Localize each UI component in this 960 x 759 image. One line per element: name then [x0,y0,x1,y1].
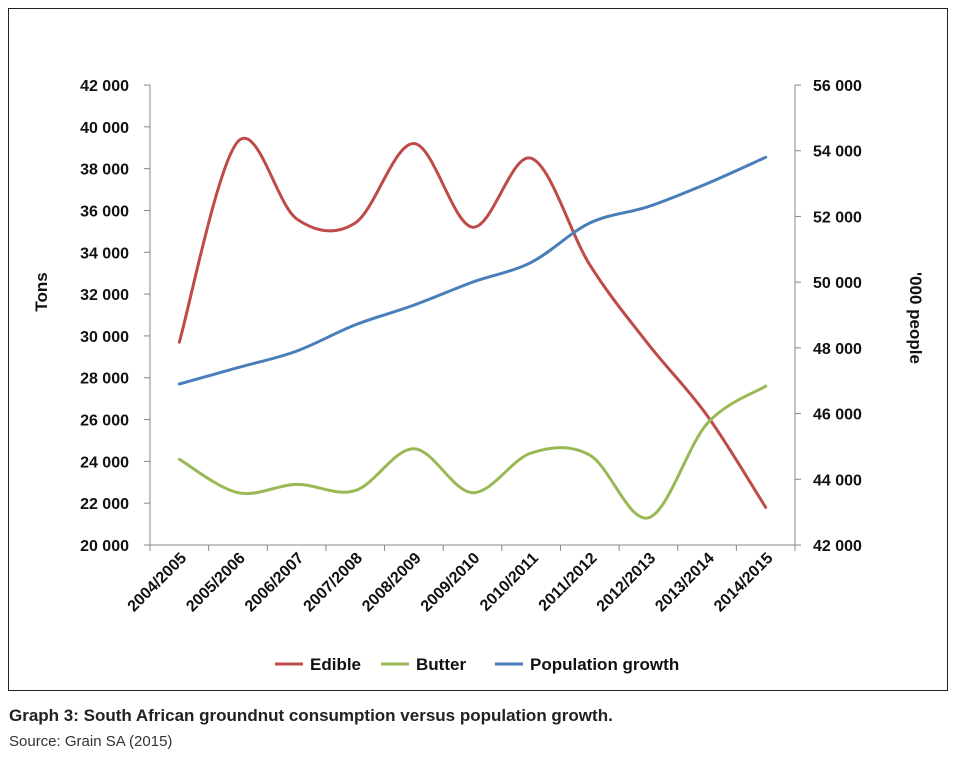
x-tick-label: 2009/2010 [418,550,484,616]
right-axis-ticks: 42 000 44 000 46 000 48 000 50 000 52 000 54 0… [795,78,862,555]
legend-label-population-growth: Population growth [530,655,679,674]
x-tick-label: 2006/2007 [242,550,308,616]
y2-tick-label: 50 000 [813,275,862,292]
x-tick-label: 2011/2012 [536,550,601,615]
x-tick-label: 2005/2006 [183,550,249,616]
chart: 20 000 22 000 24 000 26 000 28 000 30 000 32 0… [32,78,925,674]
y-tick-label: 32 000 [80,287,129,304]
chart-legend: Edible Butter Population growth [275,655,679,674]
x-tick-label: 2004/2005 [125,550,191,616]
y-tick-label: 20 000 [80,538,129,555]
x-tick-label: 2014/2015 [711,550,777,616]
legend-label-edible: Edible [310,655,361,674]
y2-tick-label: 54 000 [813,144,862,161]
chart-series [177,136,768,520]
left-axis-ticks: 20 000 22 000 24 000 26 000 28 000 30 000 32 0… [80,78,150,555]
chart-frame [8,8,948,691]
figure-source: Source: Grain SA (2015) [9,733,173,750]
y2-tick-label: 44 000 [813,472,862,489]
y-tick-label: 38 000 [80,162,129,179]
y-tick-label: 30 000 [80,329,129,346]
y2-tick-label: 48 000 [813,341,862,358]
legend-label-butter: Butter [416,655,466,674]
y-axis-title: Tons [32,272,51,311]
y2-tick-label: 42 000 [813,538,862,555]
chart-axes [149,85,796,546]
y-tick-label: 26 000 [80,413,129,430]
y2-tick-label: 46 000 [813,407,862,424]
series-line-edible [177,136,768,509]
y-tick-label: 24 000 [80,454,129,471]
x-tick-label: 2013/2014 [652,550,718,616]
series-line-butter [177,384,768,520]
series-line-population-growth [177,155,768,386]
x-tick-label: 2008/2009 [359,550,425,616]
figure-caption: Graph 3: South African groundnut consump… [9,706,613,725]
x-tick-label: 2010/2011 [477,550,542,615]
y-tick-label: 22 000 [80,496,129,513]
x-axis-ticks: 2004/20052005/20062006/20072007/20082008… [125,545,796,616]
y2-axis-title: '000 people [906,272,925,364]
y-tick-label: 40 000 [80,120,129,137]
y-tick-label: 42 000 [80,78,129,95]
x-tick-label: 2012/2013 [594,550,660,616]
y-tick-label: 28 000 [80,371,129,388]
y-tick-label: 34 000 [80,245,129,262]
x-tick-label: 2007/2008 [301,550,367,616]
y-tick-label: 36 000 [80,203,129,220]
y2-tick-label: 56 000 [813,78,862,95]
y2-tick-label: 52 000 [813,209,862,226]
